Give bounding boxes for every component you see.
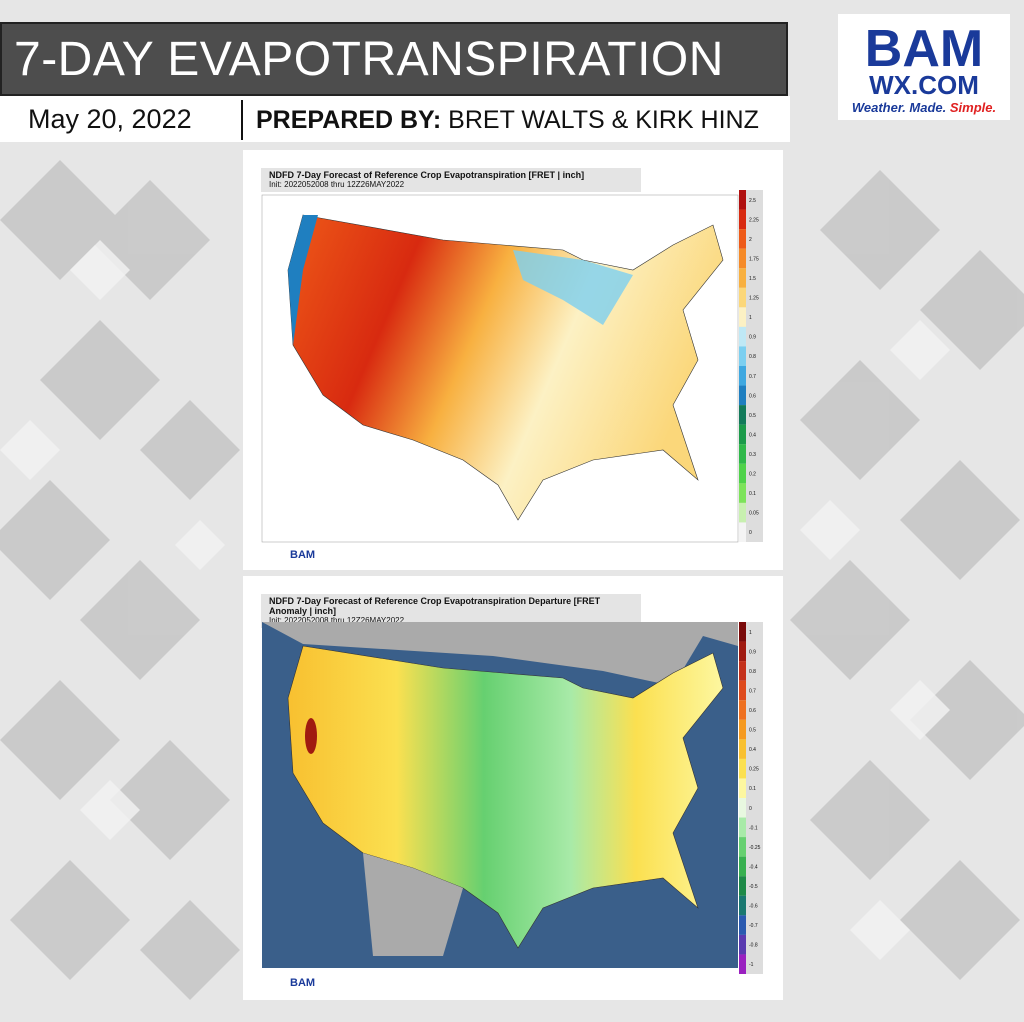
colorbar-swatch <box>739 229 746 249</box>
colorbar-swatch <box>739 934 746 955</box>
colorbar-swatch <box>739 444 746 464</box>
prepared-by: PREPARED BY: BRET WALTS & KIRK HINZ <box>256 106 759 135</box>
colorbar-label: 1.75 <box>749 256 759 262</box>
title-box: 7-DAY EVAPOTRANSPIRATION RATE <box>0 22 788 141</box>
colorbar-label: -1 <box>749 962 754 968</box>
map-title: NDFD 7-Day Forecast of Reference Crop Ev… <box>269 596 601 616</box>
colorbar-swatch <box>739 405 746 425</box>
colorbar-label: -0.7 <box>749 923 758 929</box>
colorbar-swatch <box>739 502 746 523</box>
tagline-1: Weather. Made. <box>852 100 946 115</box>
colorbar-swatch <box>739 424 746 445</box>
colorbar-swatch <box>739 209 746 230</box>
map-init: Init: 2022052008 thru 12Z26MAY2022 <box>269 616 405 625</box>
map-panel: NDFD 7-Day Forecast of Reference Crop Ev… <box>243 150 783 570</box>
colorbar-label: -0.6 <box>749 904 758 910</box>
map-logo: BAM <box>290 977 315 989</box>
map-panel: NDFD 7-Day Forecast of Reference Crop Ev… <box>243 576 783 1000</box>
colorbar-label: 0.7 <box>749 374 756 380</box>
colorbar-swatch <box>739 739 746 759</box>
colorbar-label: 0.6 <box>749 708 756 714</box>
colorbar-label: 1.25 <box>749 296 759 302</box>
colorbar-swatch <box>739 876 746 896</box>
colorbar-label: 0.4 <box>749 747 756 753</box>
colorbar-swatch <box>739 798 746 818</box>
map: BAM 2.5 2.25 2 1.75 1.5 1.25 1 0.9 0.8 0.7 0.6 0.5 0… <box>261 190 763 561</box>
colorbar-swatch <box>739 954 746 974</box>
colorbar-swatch <box>739 661 746 681</box>
colorbar-swatch <box>739 385 746 406</box>
colorbar-swatch <box>739 522 746 542</box>
colorbar-label: 2 <box>749 237 752 243</box>
colorbar-label: 0.25 <box>749 767 759 773</box>
colorbar-swatch <box>739 758 746 779</box>
colorbar-swatch <box>739 778 746 798</box>
colorbar-label: -0.5 <box>749 884 758 890</box>
colorbar-swatch <box>739 307 746 327</box>
colorbar-swatch <box>739 817 746 838</box>
colorbar-label: 0 <box>749 530 752 536</box>
colorbar-label: 1 <box>749 315 752 321</box>
tagline-2: Simple. <box>950 100 996 115</box>
colorbar-swatch <box>739 326 746 347</box>
separator <box>241 100 243 140</box>
colorbar-label: 0.05 <box>749 511 759 517</box>
logo-tagline: Weather. Made. Simple. <box>852 100 996 115</box>
subheader <box>0 96 790 142</box>
prepared-label: PREPARED BY: <box>256 106 442 134</box>
colorbar-swatch <box>739 346 746 366</box>
colorbar-swatch <box>739 719 746 740</box>
colorbar-label: 0.9 <box>749 335 756 341</box>
colorbar-label: 0.5 <box>749 413 756 419</box>
colorbar-swatch <box>739 680 746 701</box>
colorbar-swatch <box>739 641 746 662</box>
map-title-box: NDFD 7-Day Forecast of Reference Crop Ev… <box>261 168 641 192</box>
colorbar-label: 1 <box>749 630 752 636</box>
colorbar-swatch <box>739 837 746 857</box>
colorbar-label: -0.25 <box>749 845 761 851</box>
colorbar-label: 0.1 <box>749 491 756 497</box>
colorbar-swatch <box>739 622 746 642</box>
colorbar-swatch <box>739 915 746 935</box>
prepared-names: BRET WALTS & KIRK HINZ <box>448 106 759 134</box>
colorbar-label: 0.8 <box>749 669 756 675</box>
colorbar-swatch <box>739 268 746 288</box>
colorbar-label: 0.8 <box>749 354 756 360</box>
colorbar-label: -0.8 <box>749 943 758 949</box>
map-title: NDFD 7-Day Forecast of Reference Crop Ev… <box>269 170 585 180</box>
colorbar-label: 0.1 <box>749 786 756 792</box>
colorbar-label: 2.25 <box>749 217 759 223</box>
colorbar-swatch <box>739 287 746 308</box>
colorbar-label: -0.1 <box>749 825 758 831</box>
colorbar-label: 1.5 <box>749 276 756 282</box>
logo-site: WX.COM <box>869 70 979 100</box>
colorbar-label: 0.9 <box>749 649 756 655</box>
colorbar-label: 0.6 <box>749 393 756 399</box>
colorbar-label: 0.7 <box>749 688 756 694</box>
colorbar-swatch <box>739 895 746 916</box>
colorbar-swatch <box>739 483 746 503</box>
colorbar-swatch <box>739 856 746 877</box>
colorbar-label: 0.4 <box>749 432 756 438</box>
map-logo: BAM <box>290 549 315 561</box>
map: BAM 1 0.9 0.8 0.7 0.6 0.5 0.4 0.25 0.1 0 -0.1 -0.25… <box>262 622 763 989</box>
colorbar-label: 0.5 <box>749 728 756 734</box>
map-init: Init: 2022052008 thru 12Z26MAY2022 <box>269 180 405 189</box>
colorbar-label: 0.2 <box>749 472 756 478</box>
logo: BAM WX.COM Weather. Made. Simple. <box>838 14 1010 120</box>
colorbar-swatch <box>739 190 746 210</box>
colorbar-swatch <box>739 248 746 269</box>
colorbar-swatch <box>739 463 746 484</box>
colorbar-label: -0.4 <box>749 864 758 870</box>
colorbar-swatch <box>739 366 746 386</box>
logo-brand: BAM <box>865 20 983 78</box>
colorbar-swatch <box>739 700 746 720</box>
date: May 20, 2022 <box>28 104 192 134</box>
colorbar-label: 2.5 <box>749 198 756 204</box>
colorbar-label: 0.3 <box>749 452 756 458</box>
colorbar-label: 0 <box>749 806 752 812</box>
